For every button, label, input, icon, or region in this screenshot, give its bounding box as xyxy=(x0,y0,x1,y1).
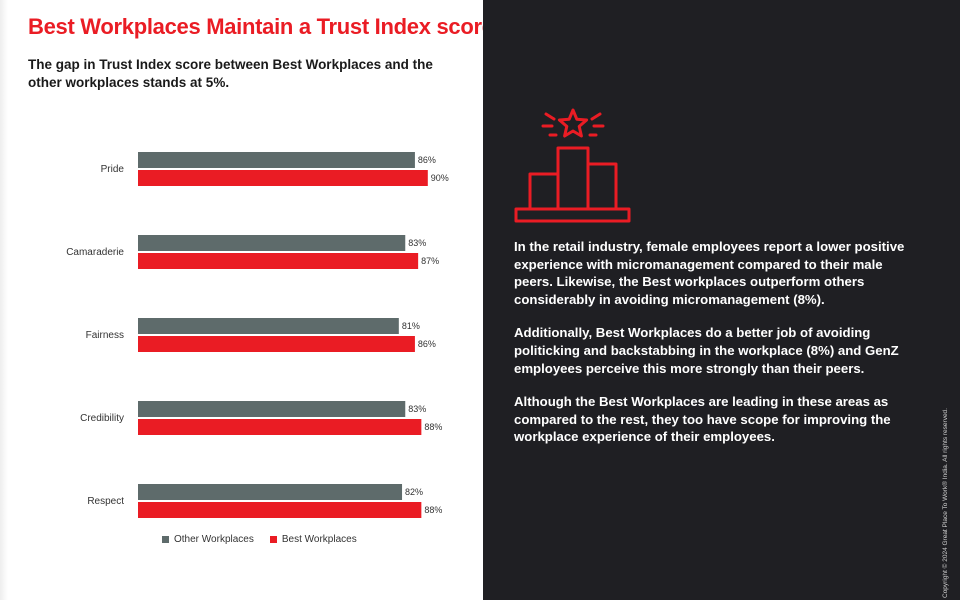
bar-other-workplaces-fairness xyxy=(138,318,399,334)
paragraph-1: In the retail industry, female employees… xyxy=(514,239,905,307)
paragraph-2: Additionally, Best Workplaces do a bette… xyxy=(514,325,899,376)
bar-chart: Pride 86% 90% Camaraderie 83% 87% Fairness 81% 8… xyxy=(66,152,449,518)
bar-other-workplaces-camaraderie xyxy=(138,235,406,251)
value-label-best-workplaces-pride: 90% xyxy=(431,173,449,183)
bar-other-workplaces-credibility xyxy=(138,401,406,417)
category-label-pride: Pride xyxy=(101,164,125,175)
value-label-other-workplaces-credibility: 83% xyxy=(408,404,426,414)
copyright-text: Copyright © 2024 Great Place To Work® In… xyxy=(942,408,949,598)
bar-best-workplaces-camaraderie xyxy=(138,253,419,269)
legend-label-other: Other Workplaces xyxy=(174,534,254,545)
bar-other-workplaces-respect xyxy=(138,484,403,500)
value-label-other-workplaces-pride: 86% xyxy=(418,155,436,165)
legend-label-best: Best Workplaces xyxy=(281,534,357,545)
trophy-podium-icon xyxy=(514,108,631,223)
left-panel: Best Workplaces Maintain a Trust Index s… xyxy=(0,0,569,600)
value-label-other-workplaces-fairness: 81% xyxy=(402,321,420,331)
legend-swatch-other xyxy=(162,536,169,543)
chart-legend: Other Workplaces Best Workplaces xyxy=(162,534,357,545)
value-label-best-workplaces-respect: 88% xyxy=(424,505,442,515)
page-title: Best Workplaces Maintain a Trust Index s… xyxy=(28,14,569,39)
bar-best-workplaces-fairness xyxy=(138,336,415,352)
page-subtitle: The gap in Trust Index score between Bes… xyxy=(28,57,433,90)
value-label-other-workplaces-camaraderie: 83% xyxy=(408,238,426,248)
category-label-fairness: Fairness xyxy=(86,330,124,341)
legend-swatch-best xyxy=(269,536,277,543)
right-panel xyxy=(483,0,960,600)
bar-best-workplaces-pride xyxy=(138,170,428,186)
category-label-respect: Respect xyxy=(87,496,124,507)
value-label-best-workplaces-camaraderie: 87% xyxy=(421,256,439,266)
bar-other-workplaces-pride xyxy=(138,152,415,168)
left-edge xyxy=(0,0,8,600)
legend-item-other: Other Workplaces xyxy=(162,534,254,545)
paragraph-3: Although the Best Workplaces are leading… xyxy=(514,394,891,445)
category-label-credibility: Credibility xyxy=(80,413,124,424)
legend-item-best: Best Workplaces xyxy=(269,534,357,545)
bar-best-workplaces-respect xyxy=(138,502,422,518)
category-label-camaraderie: Camaraderie xyxy=(66,247,124,258)
bar-best-workplaces-credibility xyxy=(138,419,422,435)
value-label-other-workplaces-respect: 82% xyxy=(405,487,423,497)
body-text: In the retail industry, female employees… xyxy=(514,238,909,462)
value-label-best-workplaces-fairness: 86% xyxy=(418,339,436,349)
value-label-best-workplaces-credibility: 88% xyxy=(424,422,442,432)
